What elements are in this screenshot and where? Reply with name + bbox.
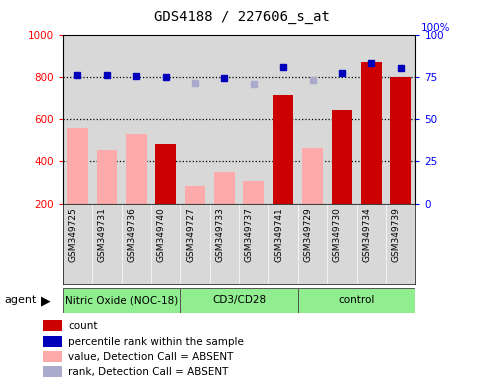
Text: GSM349736: GSM349736 bbox=[127, 208, 136, 262]
Bar bbox=[97, 150, 117, 204]
Text: GSM349729: GSM349729 bbox=[303, 208, 313, 262]
Bar bbox=[332, 109, 352, 204]
Text: agent: agent bbox=[5, 295, 37, 306]
Text: GSM349725: GSM349725 bbox=[69, 208, 77, 262]
FancyBboxPatch shape bbox=[63, 288, 180, 313]
Bar bbox=[126, 134, 146, 204]
Text: GSM349737: GSM349737 bbox=[245, 208, 254, 262]
Text: rank, Detection Call = ABSENT: rank, Detection Call = ABSENT bbox=[69, 367, 229, 377]
Text: count: count bbox=[69, 321, 98, 331]
Text: GSM349741: GSM349741 bbox=[274, 208, 283, 262]
Text: GSM349727: GSM349727 bbox=[186, 208, 195, 262]
Bar bbox=[156, 144, 176, 204]
Bar bbox=[273, 95, 294, 204]
FancyBboxPatch shape bbox=[180, 288, 298, 313]
Bar bbox=[185, 185, 205, 204]
FancyBboxPatch shape bbox=[298, 288, 415, 313]
Text: GSM349731: GSM349731 bbox=[98, 208, 107, 262]
Bar bbox=[43, 320, 62, 331]
Text: control: control bbox=[339, 295, 375, 306]
Bar bbox=[43, 366, 62, 377]
Bar bbox=[361, 62, 382, 204]
Bar bbox=[390, 77, 411, 204]
Text: ▶: ▶ bbox=[41, 294, 51, 307]
Text: GSM349733: GSM349733 bbox=[215, 208, 225, 262]
Text: percentile rank within the sample: percentile rank within the sample bbox=[69, 337, 244, 347]
Text: GDS4188 / 227606_s_at: GDS4188 / 227606_s_at bbox=[154, 10, 329, 23]
Bar bbox=[243, 181, 264, 204]
Text: 100%: 100% bbox=[421, 23, 451, 33]
Bar bbox=[302, 148, 323, 204]
Text: GSM349740: GSM349740 bbox=[156, 208, 166, 262]
Bar bbox=[43, 351, 62, 362]
Text: CD3/CD28: CD3/CD28 bbox=[212, 295, 266, 306]
Text: value, Detection Call = ABSENT: value, Detection Call = ABSENT bbox=[69, 352, 234, 362]
Bar bbox=[214, 172, 235, 204]
Text: Nitric Oxide (NOC-18): Nitric Oxide (NOC-18) bbox=[65, 295, 178, 306]
Text: GSM349734: GSM349734 bbox=[362, 208, 371, 262]
Text: GSM349739: GSM349739 bbox=[392, 208, 401, 262]
Bar bbox=[43, 336, 62, 347]
Text: GSM349730: GSM349730 bbox=[333, 208, 342, 262]
Bar bbox=[67, 128, 88, 204]
